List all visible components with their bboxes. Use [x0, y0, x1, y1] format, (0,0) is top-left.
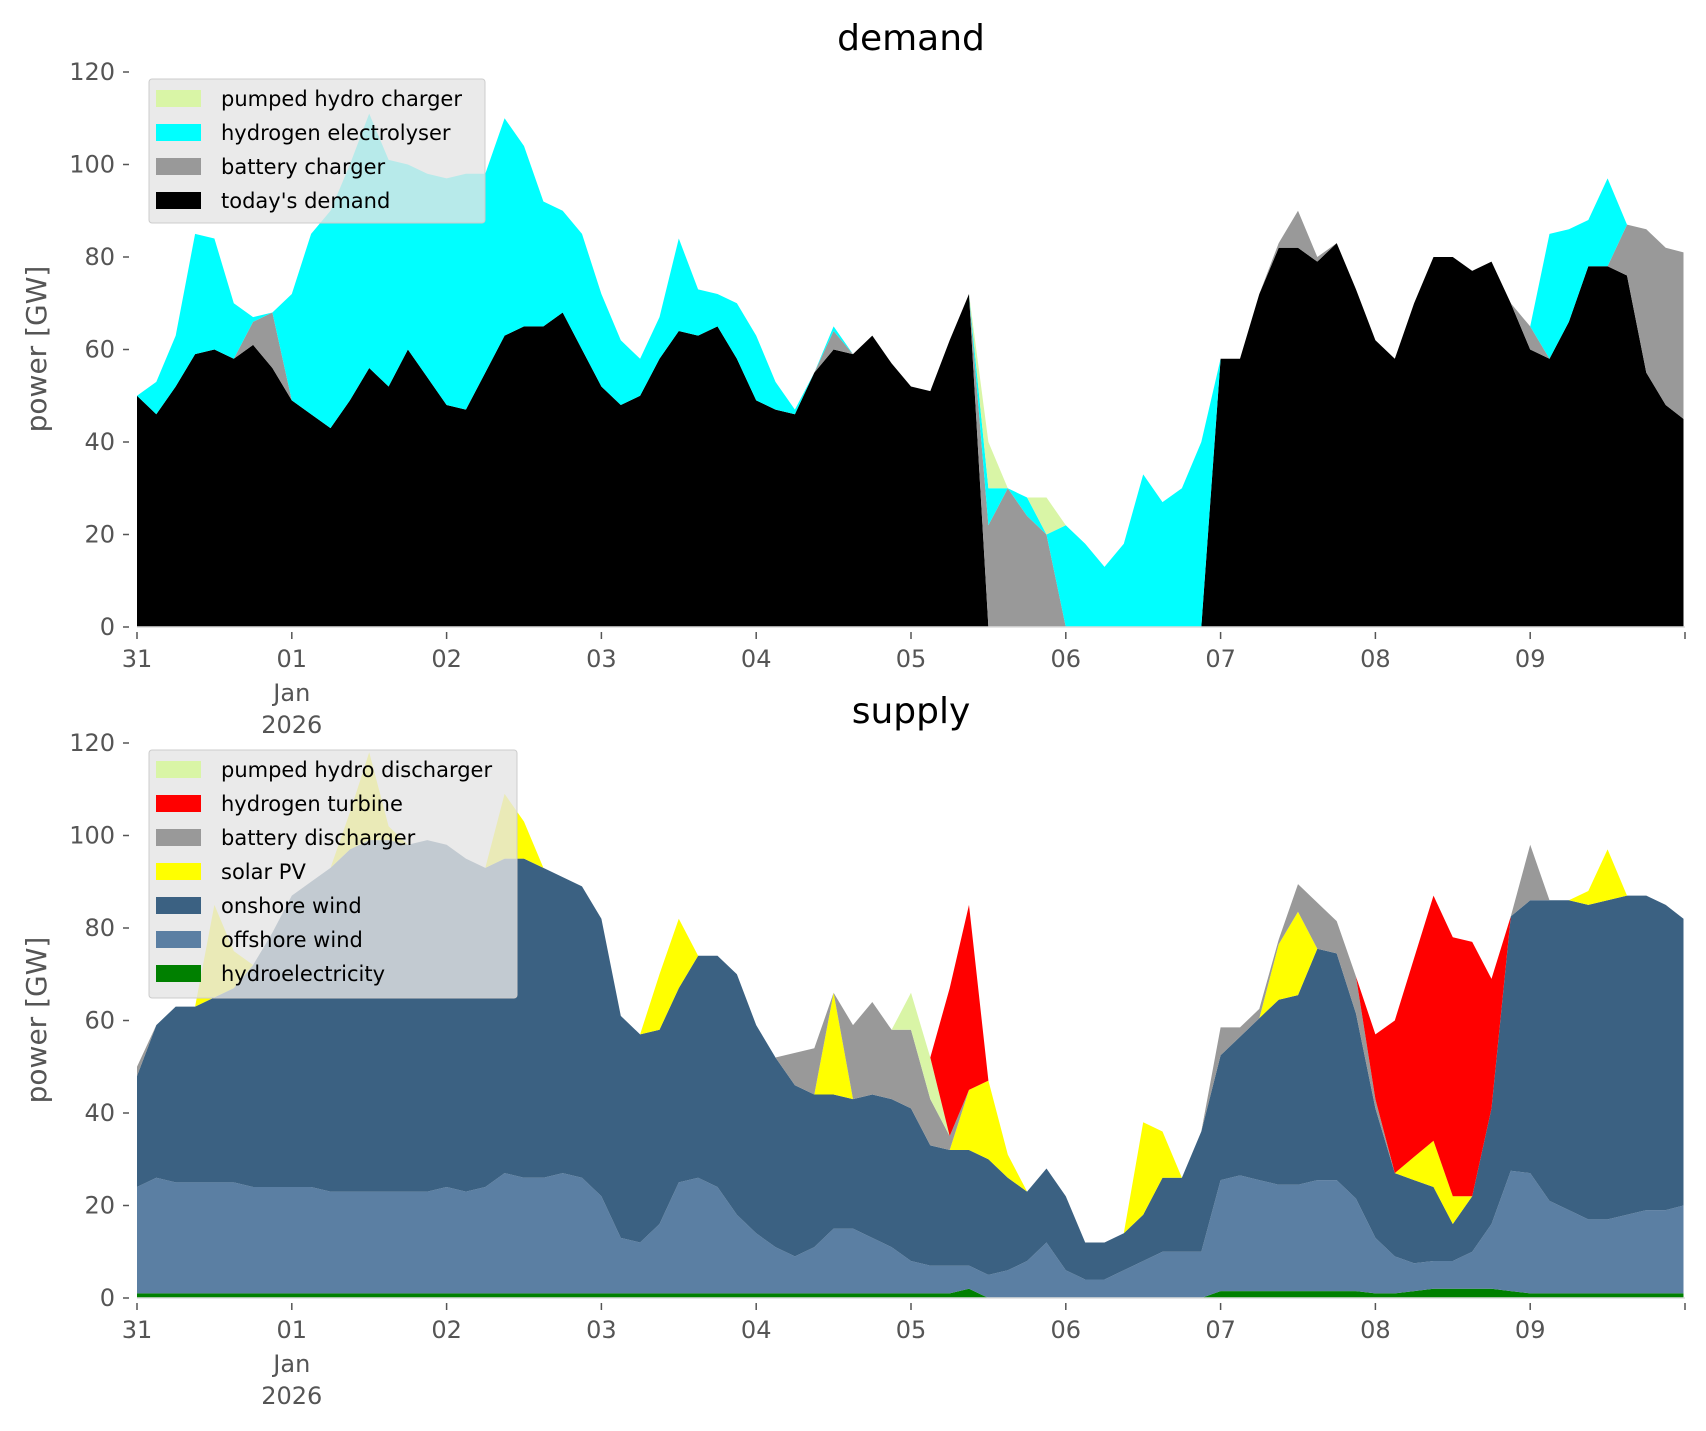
supply-panel: supply 0 20 40 60 80 100 120 31 01 Jan 2026 02 03 04… [20, 691, 1686, 1410]
x-tick-sublabel: 2026 [261, 1382, 322, 1410]
legend-label-hydrogen-turbine: hydrogen turbine [221, 792, 403, 816]
y-tick-label: 100 [69, 822, 115, 850]
legend-swatch-hydrogen-electrolyser [156, 124, 201, 141]
y-tick-label: 20 [84, 1192, 115, 1220]
x-tick-label: 31 [122, 1316, 153, 1344]
demand-areas [137, 113, 1684, 628]
demand-y-axis-label: power [GW] [20, 266, 53, 433]
x-tick-label: 04 [741, 1316, 772, 1344]
x-tick-label: 06 [1051, 645, 1082, 673]
demand-y-ticks: 0 20 40 60 80 100 120 [69, 58, 129, 641]
legend-label-battery-charger: battery charger [221, 155, 386, 179]
y-tick-label: 20 [84, 521, 115, 549]
x-tick-label: 02 [431, 1316, 462, 1344]
legend-swatch-battery-discharger [156, 829, 201, 846]
supply-x-ticks: 31 01 Jan 2026 02 03 04 05 06 07 08 09 [122, 1303, 1686, 1410]
y-tick-label: 100 [69, 151, 115, 179]
supply-y-axis-label: power [GW] [20, 937, 53, 1104]
legend-swatch-battery-charger [156, 158, 201, 175]
area-onshore-wind [137, 840, 1684, 1280]
y-tick-label: 40 [84, 1099, 115, 1127]
legend-box [148, 78, 486, 224]
x-tick-label: 04 [741, 645, 772, 673]
x-tick-label: 08 [1360, 1316, 1391, 1344]
x-tick-label: 05 [896, 645, 927, 673]
supply-title: supply [852, 691, 971, 732]
legend-swatch-pumped-hydro-charger [156, 90, 201, 107]
y-tick-label: 40 [84, 428, 115, 456]
legend-label-today-s-demand: today's demand [221, 189, 390, 213]
y-tick-label: 0 [100, 1284, 115, 1312]
legend-swatch-onshore-wind [156, 897, 201, 914]
x-tick-label: 08 [1360, 645, 1391, 673]
demand-legend: pumped hydro charger hydrogen electrolyse… [148, 78, 486, 224]
y-tick-label: 80 [84, 914, 115, 942]
x-tick-label: 07 [1205, 645, 1236, 673]
x-tick-label: 09 [1515, 645, 1546, 673]
x-tick-label: 05 [896, 1316, 927, 1344]
legend-label-battery-discharger: battery discharger [221, 826, 416, 850]
area-today-s-demand [137, 243, 1684, 627]
legend-swatch-hydroelectricity [156, 965, 201, 982]
y-tick-label: 120 [69, 58, 115, 86]
x-tick-label: 01 [277, 1316, 308, 1344]
x-tick-label: 02 [431, 645, 462, 673]
x-tick-label: 01 [277, 645, 308, 673]
area-offshore-wind [137, 1170, 1684, 1298]
y-tick-label: 120 [69, 729, 115, 757]
legend-label-onshore-wind: onshore wind [221, 894, 362, 918]
x-tick-label: 31 [122, 645, 153, 673]
area-hydrogen-electrolyser [137, 113, 1684, 628]
supply-y-ticks: 0 20 40 60 80 100 120 [69, 729, 129, 1312]
x-tick-label: 06 [1051, 1316, 1082, 1344]
y-tick-label: 60 [84, 336, 115, 364]
x-tick-sublabel: 2026 [261, 711, 322, 739]
legend-swatch-today-s-demand [156, 192, 201, 209]
legend-label-solar-pv: solar PV [221, 860, 306, 884]
x-tick-label: 09 [1515, 1316, 1546, 1344]
demand-panel: demand 0 20 40 60 80 100 120 31 01 Jan 2026 02 03 04… [20, 18, 1686, 739]
supply-areas [137, 752, 1684, 1298]
legend-label-hydroelectricity: hydroelectricity [221, 962, 385, 986]
legend-label-pumped-hydro-charger: pumped hydro charger [221, 87, 462, 111]
supply-legend: pumped hydro discharger hydrogen turbine b… [148, 749, 518, 999]
x-tick-sublabel: Jan [271, 679, 310, 707]
legend-label-pumped-hydro-discharger: pumped hydro discharger [221, 758, 492, 782]
area-pumped-hydro-discharger [137, 752, 1684, 1243]
legend-swatch-hydrogen-turbine [156, 795, 201, 812]
x-tick-label: 07 [1205, 1316, 1236, 1344]
legend-box [148, 749, 518, 999]
y-tick-label: 80 [84, 243, 115, 271]
legend-swatch-pumped-hydro-discharger [156, 761, 201, 778]
y-tick-label: 60 [84, 1007, 115, 1035]
legend-label-hydrogen-electrolyser: hydrogen electrolyser [221, 121, 451, 145]
legend-label-offshore-wind: offshore wind [221, 928, 363, 952]
legend-swatch-solar-pv [156, 863, 201, 880]
demand-x-ticks: 31 01 Jan 2026 02 03 04 05 06 07 08 09 [122, 632, 1686, 739]
legend-swatch-offshore-wind [156, 931, 201, 948]
x-tick-sublabel: Jan [271, 1350, 310, 1378]
x-tick-label: 03 [586, 645, 617, 673]
y-tick-label: 0 [100, 613, 115, 641]
demand-title: demand [837, 18, 985, 59]
x-tick-label: 03 [586, 1316, 617, 1344]
